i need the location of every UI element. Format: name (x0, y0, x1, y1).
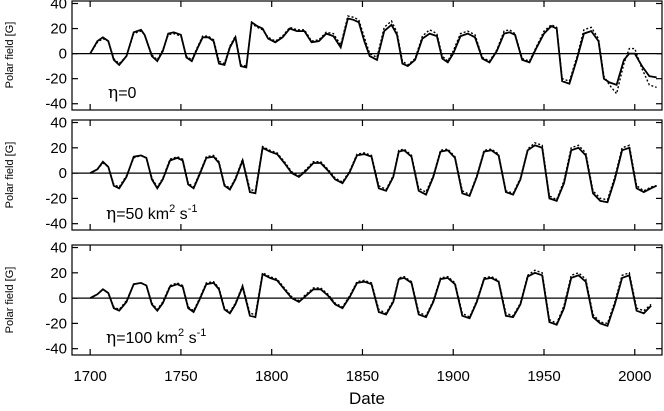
y-tick-label: 0 (59, 165, 67, 182)
y-tick-label: -20 (45, 315, 67, 332)
panel-3: 40 20 0 -20 -40 Polar field [G] η=100 km2 s-… (4, 240, 663, 358)
series-dotted-line (89, 269, 652, 325)
x-tick-labels: 1700 1750 1800 1850 1900 1950 2000 (73, 368, 651, 385)
x-tick-label: 1800 (255, 368, 288, 385)
series-solid-line (89, 17, 657, 87)
panel-2-frame (71, 119, 663, 231)
y-tick-label: -20 (45, 190, 67, 207)
y-tick-label: -40 (45, 341, 67, 358)
x-tick-label: 1850 (346, 368, 379, 385)
panel-1: 40 20 0 -20 -40 Polar field [G] η=0 (4, 0, 663, 113)
x-tick-label: 1700 (73, 368, 106, 385)
y-tick-label: 40 (50, 0, 67, 13)
x-axis-label: Date (349, 389, 385, 408)
eta-annotation: η=50 km2 s-1 (106, 203, 197, 224)
x-tick-label: 1950 (527, 368, 560, 385)
y-tick-label: 20 (50, 265, 67, 282)
y-axis-label: Polar field [G] (4, 22, 16, 89)
series-dotted-line (89, 15, 657, 96)
y-tick-label: 40 (50, 240, 67, 257)
series-dotted-line (89, 142, 657, 201)
y-tick-label: 0 (59, 290, 67, 307)
y-tick-label: 20 (50, 140, 67, 157)
panel-1-frame (71, 0, 663, 111)
x-tick-label: 1750 (164, 368, 197, 385)
y-axis-label: Polar field [G] (4, 267, 16, 334)
x-tick-label: 1900 (437, 368, 470, 385)
y-tick-label: 0 (59, 46, 67, 63)
y-axis-label: Polar field [G] (4, 142, 16, 209)
y-tick-label: -40 (45, 216, 67, 233)
series-solid-line (89, 271, 652, 328)
series-solid-line (89, 144, 657, 204)
x-tick-label: 2000 (618, 368, 651, 385)
eta-annotation: η=100 km2 s-1 (106, 327, 206, 348)
y-tick-label: -40 (45, 96, 67, 113)
panel-2: 40 20 0 -20 -40 Polar field [G] η=50 km2 s-1 (4, 115, 663, 233)
y-tick-label: 40 (50, 115, 67, 132)
y-tick-label: 20 (50, 21, 67, 38)
panel-3-frame (71, 244, 663, 356)
y-tick-label: -20 (45, 71, 67, 88)
eta-annotation: η=0 (108, 83, 137, 103)
